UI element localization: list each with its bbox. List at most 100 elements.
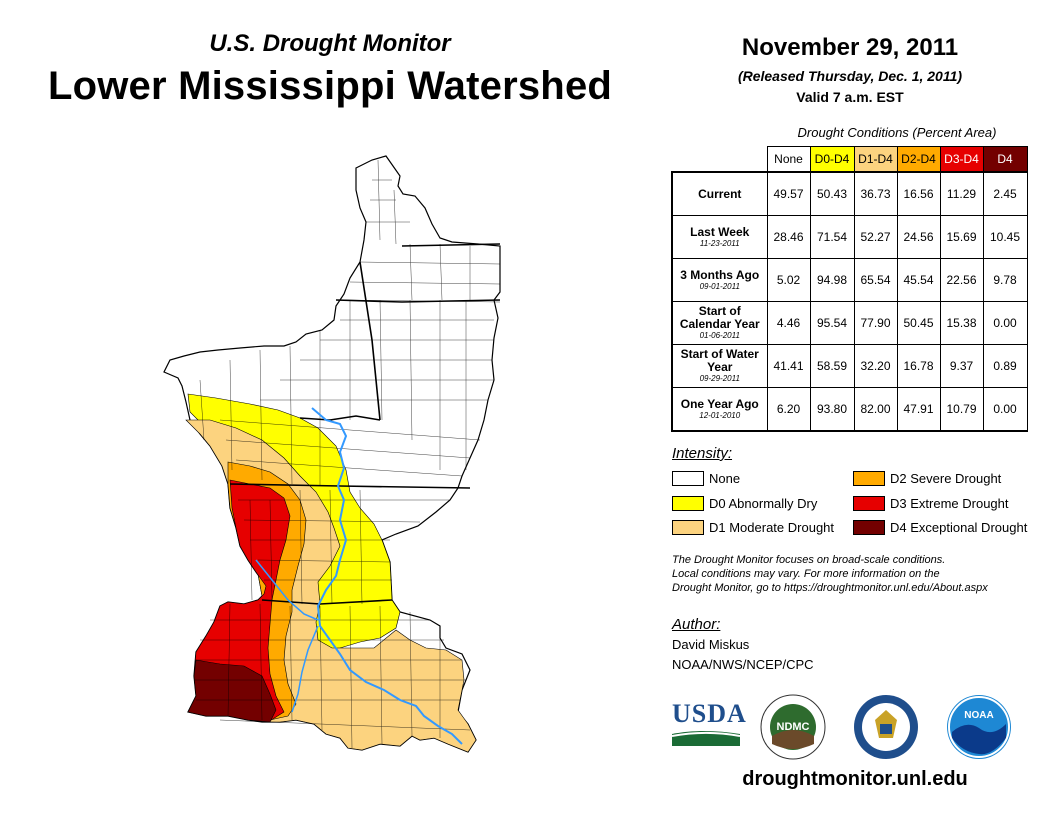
author-name: David Miskus (672, 637, 750, 652)
legend-swatch (853, 496, 885, 511)
table-cell: 9.78 (982, 258, 1028, 302)
row-label: Last Week 11-23-2011 (671, 215, 768, 259)
table-cell: 0.00 (982, 301, 1028, 345)
col-header: D1-D4 (853, 146, 898, 173)
table-cell: 47.91 (896, 387, 941, 432)
table-cell: 15.38 (939, 301, 984, 345)
row-label-text: Current (698, 186, 742, 201)
mississippi-river (311, 407, 463, 745)
table-corner (672, 146, 768, 173)
table-row: Last Week 11-23-2011 28.46 71.54 52.27 24.56 1… (671, 215, 1028, 259)
row-date: 09-01-2011 (699, 281, 740, 291)
drought-statistics-table: None D0-D4 D1-D4 D2-D4 D3-D4 D4 Current 4… (671, 146, 1028, 432)
map-title: Lower Mississippi Watershed (47, 64, 613, 108)
table-cell: 10.45 (982, 215, 1028, 259)
table-cell: 2.45 (982, 171, 1028, 216)
legend-label: None (709, 471, 741, 486)
map-region-d4 (187, 659, 277, 723)
legend-label: D1 Moderate Drought (709, 520, 835, 535)
table-cell: 65.54 (853, 258, 898, 302)
usda-logo-swoosh (671, 731, 741, 746)
col-header: None (766, 146, 811, 173)
row-label: Start of Calendar Year 01-06-2011 (671, 301, 768, 345)
red-river (255, 559, 319, 621)
legend-swatch (672, 496, 704, 511)
table-cell: 50.45 (896, 301, 941, 345)
table-row: 3 Months Ago 09-01-2011 5.02 94.98 65.54 45.5… (671, 258, 1028, 302)
map-subtitle: U.S. Drought Monitor (209, 30, 451, 57)
note-line: Drought Monitor, go to https://droughtmo… (672, 582, 988, 594)
author-heading: Author: (672, 616, 721, 633)
col-header: D4 (982, 146, 1028, 173)
noaa-logo: NOAA (946, 694, 1012, 760)
table-cell: 77.90 (853, 301, 898, 345)
table-cell: 9.37 (939, 344, 984, 388)
row-label-text: Start of Water Year (680, 347, 759, 374)
table-cell: 4.46 (766, 301, 811, 345)
table-cell: 0.00 (982, 387, 1028, 432)
legend-label: D3 Extreme Drought (890, 496, 1009, 511)
table-cell: 22.56 (939, 258, 984, 302)
table-row: One Year Ago 12-01-2010 6.20 93.80 82.00 47.9… (671, 387, 1028, 432)
ndmc-logo-text: NDMC (777, 721, 810, 733)
col-header: D0-D4 (809, 146, 855, 173)
valid-time: Valid 7 a.m. EST (796, 89, 904, 105)
table-cell: 50.43 (809, 171, 855, 216)
table-cell: 94.98 (809, 258, 855, 302)
table-row: Current 49.57 50.43 36.73 16.56 11.29 2.45 (671, 171, 1028, 216)
legend-swatch (672, 471, 704, 486)
table-cell: 52.27 (853, 215, 898, 259)
drought-map (163, 155, 501, 753)
usda-logo-text: USDA (672, 699, 747, 728)
row-label: Current (671, 171, 768, 216)
col-header: D3-D4 (939, 146, 984, 173)
table-cell: 45.54 (896, 258, 941, 302)
commerce-seal-graphic (854, 695, 918, 759)
table-cell: 6.20 (766, 387, 811, 432)
table-cell: 28.46 (766, 215, 811, 259)
row-date: 11-23-2011 (699, 238, 740, 248)
row-label-text: One Year Ago (680, 396, 759, 411)
table-cell: 41.41 (766, 344, 811, 388)
table-caption: Drought Conditions (Percent Area) (797, 125, 997, 140)
table-row: Start of Calendar Year 01-06-2011 4.46 95.5… (671, 301, 1028, 345)
table-cell: 10.79 (939, 387, 984, 432)
table-cell: 58.59 (809, 344, 855, 388)
legend-title: Intensity: (672, 445, 733, 462)
table-cell: 5.02 (766, 258, 811, 302)
noaa-logo-text: NOAA (964, 710, 993, 721)
legend-label: D4 Exceptional Drought (890, 520, 1028, 535)
table-cell: 32.20 (853, 344, 898, 388)
table-row: Start of Water Year 09-29-2011 41.41 58.59 3… (671, 344, 1028, 388)
table-cell: 16.78 (896, 344, 941, 388)
row-label: One Year Ago 12-01-2010 (671, 387, 768, 432)
row-label-text: 3 Months Ago (680, 267, 760, 282)
table-cell: 49.57 (766, 171, 811, 216)
row-label: 3 Months Ago 09-01-2011 (671, 258, 768, 302)
disclaimer-note: The Drought Monitor focuses on broad-sca… (672, 553, 1042, 595)
ndmc-seal: NDMC (760, 694, 826, 760)
commerce-seal (853, 694, 919, 760)
table-cell: 93.80 (809, 387, 855, 432)
table-cell: 16.56 (896, 171, 941, 216)
row-date: 01-06-2011 (699, 331, 740, 340)
ndmc-logo: NDMC (760, 694, 826, 760)
table-cell: 11.29 (939, 171, 984, 216)
table-cell: 15.69 (939, 215, 984, 259)
note-line: The Drought Monitor focuses on broad-sca… (672, 554, 946, 566)
table-cell: 82.00 (853, 387, 898, 432)
col-header: D2-D4 (896, 146, 941, 173)
website-link[interactable]: droughtmonitor.unl.edu (742, 768, 968, 790)
row-label-text: Last Week (690, 224, 750, 239)
legend-swatch (853, 471, 885, 486)
release-date: (Released Thursday, Dec. 1, 2011) (737, 68, 963, 84)
author-organization: NOAA/NWS/NCEP/CPC (672, 657, 814, 672)
usda-logo: USDA (671, 699, 747, 748)
legend-label: D2 Severe Drought (890, 471, 1002, 486)
table-cell: 95.54 (809, 301, 855, 345)
table-cell: 0.89 (982, 344, 1028, 388)
atchafalaya-river (291, 625, 319, 713)
row-label: Start of Water Year 09-29-2011 (671, 344, 768, 388)
legend-label: D0 Abnormally Dry (709, 496, 818, 511)
valid-date: November 29, 2011 (741, 34, 959, 61)
